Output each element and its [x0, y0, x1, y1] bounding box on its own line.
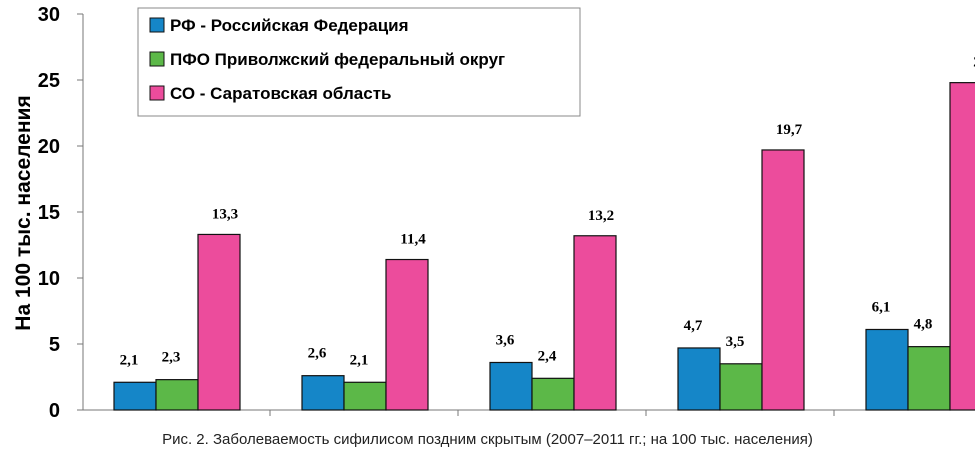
data-label: 2,1: [120, 352, 139, 368]
data-label: 2: [973, 55, 975, 71]
bar-2-5: [907, 346, 951, 411]
bar-1-1: [113, 381, 157, 411]
data-label: 3,5: [726, 334, 745, 350]
legend-swatch: [149, 51, 165, 67]
bar-2-3: [531, 377, 575, 411]
bar-1-4: [677, 347, 721, 411]
y-tick-label: 30: [38, 4, 60, 26]
data-label: 19,7: [776, 122, 803, 138]
y-axis-label: На 100 тыс. населения: [12, 95, 35, 330]
bar-1-2: [301, 375, 345, 411]
bar-3-4: [761, 149, 805, 411]
bar-3-3: [573, 235, 617, 411]
data-label: 13,3: [212, 206, 238, 222]
bars: [113, 82, 975, 411]
data-labels: 2,1 2,3 13,3 2,6 2,1 11,4 3,6 2,4 13,2 4,7 3,5 19,7…: [120, 55, 975, 369]
y-tick-label: 15: [38, 202, 60, 224]
legend-label: РФ - Российская Федерация: [170, 16, 409, 35]
data-label: 4,7: [684, 318, 703, 334]
figure-caption: Рис. 2. Заболеваемость сифилисом поздним…: [162, 431, 813, 448]
data-label: 2,6: [308, 346, 327, 362]
bar-2-4: [719, 363, 763, 411]
y-tick-label: 25: [38, 70, 60, 92]
data-label: 2,3: [162, 350, 181, 366]
legend-label: ПФО Приволжский федеральный округ: [170, 50, 505, 69]
data-label: 2,1: [350, 352, 369, 368]
bar-1-5: [865, 328, 909, 411]
legend-swatch: [149, 85, 165, 101]
bar-2-1: [155, 379, 199, 411]
y-tick-label: 5: [49, 334, 60, 356]
bar-1-3: [489, 361, 533, 411]
bar-2-2: [343, 381, 387, 411]
bar-chart: 0 5 10 15 20 25 30 2,1 2,3 13,3 2,6 2,1 11,4 3,6 2,4 1…: [12, 4, 975, 422]
data-label: 11,4: [400, 232, 426, 248]
legend: РФ - Российская Федерация ПФО Приволжский…: [137, 7, 581, 117]
y-tick-label: 20: [38, 136, 60, 158]
legend-label: СО - Саратовская область: [170, 84, 391, 103]
y-tick-label: 10: [38, 268, 60, 290]
y-tick-label: 0: [49, 400, 60, 422]
data-label: 4,8: [914, 317, 933, 333]
legend-swatch: [149, 17, 165, 33]
data-label: 2,4: [538, 348, 557, 364]
bar-3-5: [949, 82, 975, 411]
data-label: 3,6: [496, 332, 515, 348]
data-label: 13,2: [588, 208, 614, 224]
bar-3-1: [197, 233, 241, 411]
bar-3-2: [385, 258, 429, 411]
data-label: 6,1: [872, 299, 891, 315]
legend-box: [137, 7, 581, 117]
